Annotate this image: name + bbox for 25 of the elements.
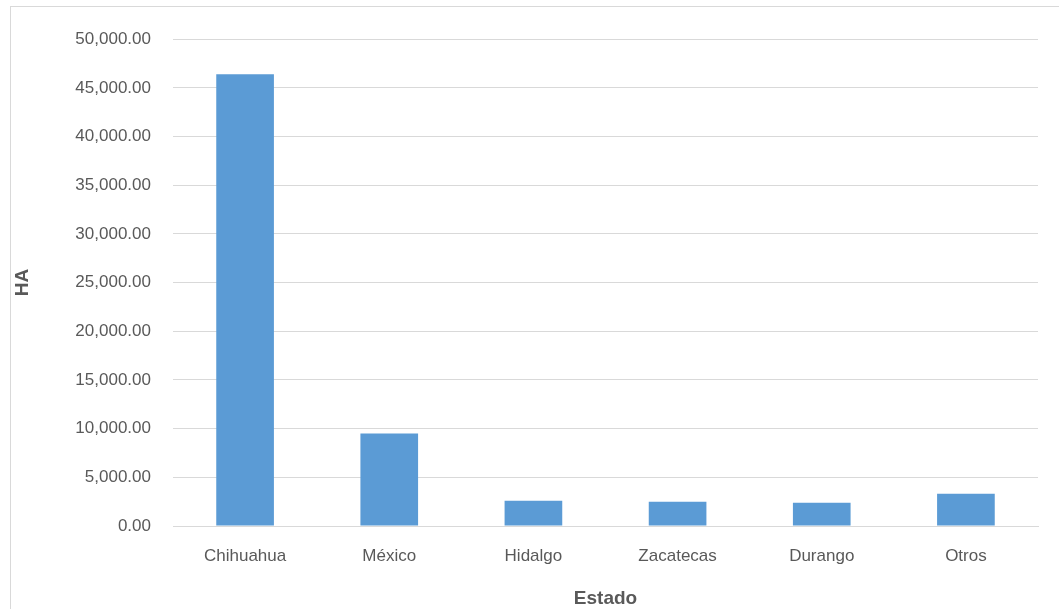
y-tick-label: 45,000.00 [75, 77, 151, 97]
y-axis-title: HA [10, 268, 32, 297]
y-tick-label: 35,000.00 [75, 174, 151, 194]
bar [216, 74, 274, 526]
bar [792, 502, 851, 526]
bar [504, 500, 563, 526]
x-axis-title: Estado [573, 586, 638, 608]
x-tick-label: Zacatecas [638, 545, 717, 565]
x-tick-label: Hidalgo [504, 545, 563, 565]
bar [360, 433, 419, 526]
y-tick-label: 40,000.00 [75, 126, 151, 146]
x-tick-label: Chihuahua [203, 545, 287, 565]
bar [648, 501, 707, 526]
x-tick-label: México [362, 545, 417, 565]
bar [937, 493, 995, 526]
x-tick-label: Durango [789, 545, 855, 565]
y-tick-label: 15,000.00 [75, 369, 151, 389]
y-tick-label: 50,000.00 [75, 28, 151, 48]
y-tick-label: 0.00 [117, 515, 151, 535]
y-tick-label: 10,000.00 [75, 418, 151, 438]
y-tick-label: 25,000.00 [75, 272, 151, 292]
y-tick-label: 5,000.00 [84, 467, 151, 487]
y-tick-label: 20,000.00 [75, 320, 151, 340]
x-tick-label: Otros [945, 545, 987, 565]
y-tick-label: 30,000.00 [75, 223, 151, 243]
